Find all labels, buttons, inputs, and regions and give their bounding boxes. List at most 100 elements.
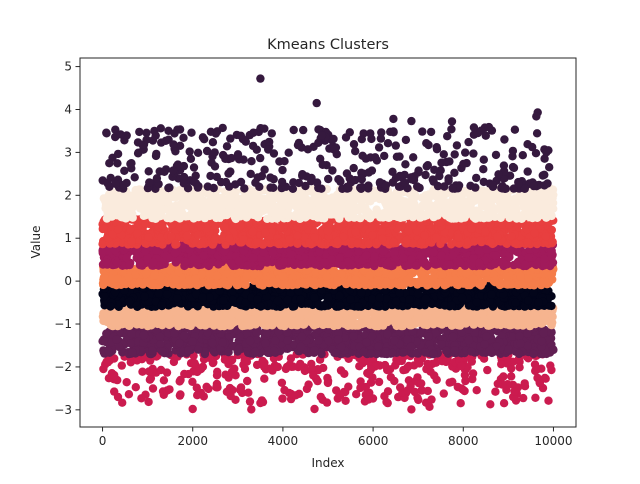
data-point bbox=[390, 336, 399, 345]
data-point bbox=[341, 396, 350, 405]
data-point bbox=[289, 362, 298, 371]
data-point bbox=[355, 362, 364, 371]
data-point bbox=[514, 349, 524, 359]
data-point bbox=[158, 347, 167, 356]
data-point bbox=[392, 279, 401, 288]
data-point bbox=[256, 302, 265, 311]
data-point bbox=[405, 295, 414, 304]
data-point bbox=[245, 397, 255, 406]
data-point bbox=[393, 316, 402, 325]
data-point bbox=[278, 394, 287, 403]
data-point bbox=[110, 370, 119, 380]
data-point bbox=[139, 330, 149, 340]
data-point bbox=[423, 386, 432, 396]
data-point bbox=[144, 397, 153, 407]
data-point bbox=[296, 359, 305, 369]
data-point bbox=[107, 315, 116, 324]
data-point bbox=[131, 383, 140, 392]
data-point bbox=[126, 339, 135, 348]
data-point bbox=[304, 380, 313, 389]
data-point bbox=[124, 273, 133, 282]
data-point bbox=[541, 316, 550, 325]
data-point bbox=[486, 320, 495, 329]
data-point bbox=[346, 295, 355, 304]
data-point bbox=[442, 346, 451, 356]
data-point bbox=[128, 348, 137, 357]
data-point bbox=[99, 292, 109, 301]
data-point bbox=[252, 360, 262, 370]
points-layer bbox=[98, 74, 558, 414]
data-point bbox=[462, 279, 471, 288]
data-point bbox=[447, 301, 456, 310]
data-point bbox=[534, 298, 543, 307]
data-point bbox=[262, 329, 272, 338]
data-point bbox=[148, 384, 158, 393]
data-point bbox=[421, 294, 431, 304]
data-point bbox=[113, 392, 123, 402]
data-point bbox=[535, 378, 544, 388]
data-point bbox=[240, 364, 250, 374]
data-point bbox=[507, 372, 516, 381]
data-point bbox=[234, 344, 243, 354]
data-point bbox=[261, 339, 270, 348]
data-point bbox=[250, 270, 259, 279]
data-point bbox=[280, 280, 289, 289]
data-point bbox=[487, 312, 496, 321]
data-point bbox=[391, 297, 401, 306]
data-point bbox=[504, 345, 513, 354]
data-point bbox=[314, 336, 323, 345]
data-point bbox=[356, 310, 365, 320]
data-point bbox=[332, 318, 341, 327]
data-point bbox=[468, 369, 478, 378]
data-point bbox=[141, 390, 150, 399]
data-point bbox=[381, 280, 390, 289]
data-point bbox=[386, 308, 396, 318]
data-point bbox=[171, 275, 180, 284]
data-point bbox=[354, 302, 363, 311]
data-point bbox=[487, 290, 496, 299]
data-point bbox=[156, 339, 165, 348]
data-point bbox=[524, 296, 533, 305]
data-point bbox=[410, 387, 420, 397]
data-point bbox=[312, 313, 321, 323]
data-point bbox=[172, 294, 182, 303]
data-point bbox=[106, 302, 115, 311]
data-point bbox=[225, 331, 234, 340]
data-point bbox=[221, 280, 230, 289]
data-point bbox=[366, 365, 376, 374]
data-point bbox=[222, 317, 231, 326]
data-point bbox=[320, 315, 330, 324]
data-point bbox=[241, 280, 250, 290]
data-point bbox=[511, 298, 520, 307]
data-point bbox=[138, 309, 147, 318]
data-point bbox=[354, 319, 363, 328]
data-point bbox=[283, 336, 292, 345]
data-point bbox=[546, 361, 555, 370]
data-point bbox=[144, 367, 154, 376]
data-point bbox=[544, 396, 553, 405]
data-point bbox=[544, 309, 553, 318]
data-point bbox=[350, 275, 360, 284]
data-point bbox=[323, 376, 333, 385]
data-point bbox=[520, 382, 530, 391]
data-point bbox=[388, 348, 397, 357]
data-point bbox=[296, 342, 306, 352]
data-point bbox=[196, 321, 205, 330]
data-point bbox=[175, 377, 184, 386]
data-point bbox=[113, 274, 123, 283]
data-point bbox=[531, 319, 540, 329]
data-point bbox=[352, 390, 361, 399]
data-point bbox=[466, 347, 476, 356]
data-point bbox=[259, 362, 269, 371]
data-point bbox=[439, 389, 448, 398]
data-point bbox=[103, 357, 113, 367]
data-point bbox=[344, 382, 353, 391]
data-point bbox=[396, 383, 405, 392]
data-point bbox=[221, 370, 230, 379]
data-point bbox=[529, 349, 538, 359]
data-point bbox=[140, 292, 149, 301]
data-point bbox=[110, 354, 119, 363]
data-point bbox=[368, 294, 377, 304]
